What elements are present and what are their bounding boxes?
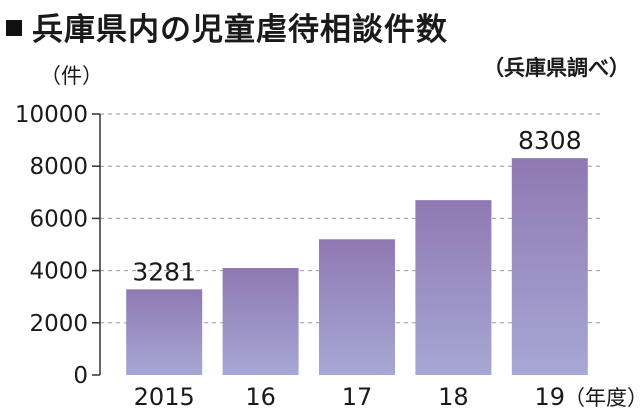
y-axis-unit: （件） [40, 64, 103, 88]
data-label: 3281 [132, 257, 196, 286]
x-tick-label: 17 [342, 383, 373, 411]
bar [511, 158, 588, 375]
bar [319, 239, 395, 375]
y-axis: 0 2000 4000 6000 8000 10000 [15, 102, 101, 389]
label-layer: 2015 3281 16 17 18 19 8308 [132, 126, 581, 411]
x-tick-label: 19 [535, 383, 566, 411]
bar [415, 200, 492, 375]
title-row: 兵庫県内の児童虐待相談件数 [6, 4, 448, 49]
data-label: 8308 [518, 126, 582, 155]
y-tick-label: 4000 [29, 259, 88, 285]
x-tick-label: 18 [438, 383, 469, 411]
y-tick-label: 8000 [29, 154, 88, 180]
x-tick-label: 2015 [134, 383, 195, 411]
y-tick-label: 6000 [29, 206, 88, 232]
y-tick-label: 0 [73, 363, 88, 389]
x-axis-unit: （年度） [564, 386, 640, 410]
bar [222, 267, 299, 375]
y-tick-label: 2000 [29, 311, 88, 337]
chart-source: （兵庫県調べ） [483, 56, 630, 80]
bar-layer [126, 158, 588, 375]
title-bullet-icon [6, 19, 22, 36]
chart-title: 兵庫県内の児童虐待相談件数 [32, 12, 448, 48]
x-tick-label: 16 [245, 383, 276, 411]
bar [126, 289, 203, 375]
y-tick-label: 10000 [15, 102, 88, 128]
